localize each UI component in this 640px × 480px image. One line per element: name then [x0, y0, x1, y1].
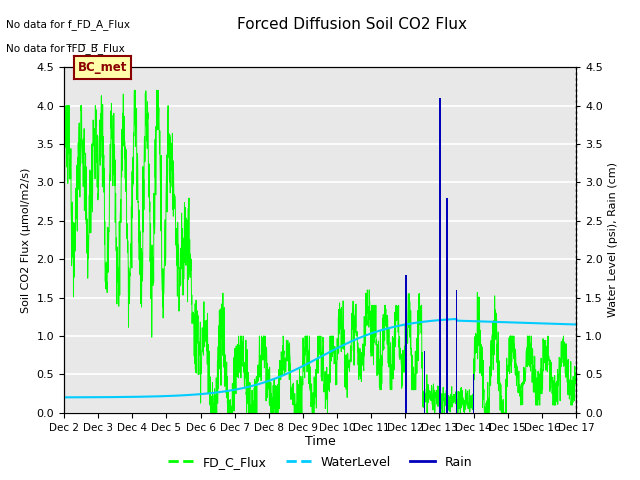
Text: BC_met: BC_met	[77, 61, 127, 74]
Legend: FD_C_Flux, WaterLevel, Rain: FD_C_Flux, WaterLevel, Rain	[163, 451, 477, 474]
Text: No data for f̅FD̅_B̅_Flux: No data for f̅FD̅_B̅_Flux	[6, 43, 125, 54]
X-axis label: Time: Time	[305, 435, 335, 448]
Text: Forced Diffusion Soil CO2 Flux: Forced Diffusion Soil CO2 Flux	[237, 17, 467, 32]
Y-axis label: Soil CO2 Flux (μmol/m2/s): Soil CO2 Flux (μmol/m2/s)	[21, 168, 31, 312]
Text: No data for f_FD_A_Flux: No data for f_FD_A_Flux	[6, 19, 131, 30]
Y-axis label: Water Level (psi), Rain (cm): Water Level (psi), Rain (cm)	[609, 163, 618, 317]
